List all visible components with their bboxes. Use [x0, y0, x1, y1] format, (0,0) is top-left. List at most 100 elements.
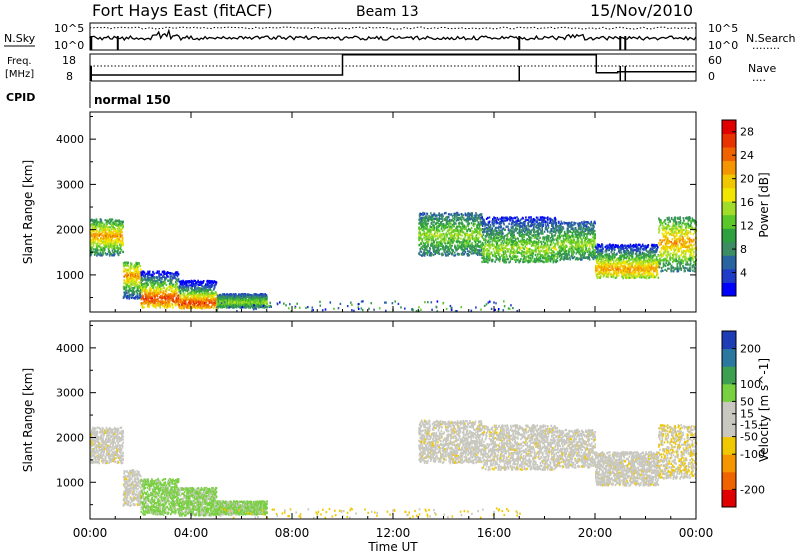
data-cell [459, 232, 462, 235]
data-cell [195, 301, 198, 304]
data-cell [160, 288, 162, 291]
data-cell [470, 252, 473, 255]
data-cell [168, 288, 170, 292]
data-cell [90, 235, 93, 238]
data-cell [483, 257, 486, 260]
data-cell [106, 221, 108, 224]
data-cell [233, 306, 236, 309]
data-cell [102, 234, 104, 237]
data-cell [103, 228, 105, 232]
data-cell [141, 276, 143, 280]
data-cell [186, 284, 188, 287]
nsearch-tick-bottom: 10^0 [708, 39, 738, 52]
data-cell [257, 302, 260, 305]
data-cell [112, 240, 115, 243]
data-cell [153, 272, 155, 275]
data-cell [182, 296, 185, 299]
data-cell [223, 293, 226, 296]
data-cell [427, 237, 429, 240]
data-cell [488, 216, 491, 219]
data-cell [180, 280, 183, 283]
data-cell [257, 304, 260, 307]
data-cell [152, 281, 154, 284]
data-cell [127, 274, 129, 277]
data-cell [205, 286, 207, 289]
data-cell [115, 232, 118, 235]
data-cell [132, 271, 135, 274]
data-cell [208, 279, 211, 283]
data-cell [249, 300, 251, 303]
data-cell [121, 241, 123, 244]
data-cell [428, 237, 430, 240]
data-cell [469, 229, 472, 233]
data-cell [175, 274, 178, 277]
data-cell [419, 237, 421, 240]
data-cell [94, 232, 97, 236]
data-cell [123, 267, 125, 270]
data-cell [186, 287, 188, 290]
data-cell [133, 292, 136, 295]
data-cell [162, 305, 164, 308]
data-cell [183, 282, 186, 285]
data-cell [113, 227, 115, 230]
data-cell [106, 219, 108, 223]
data-cell [128, 289, 130, 292]
data-cell [209, 282, 211, 285]
data-cell [223, 295, 225, 298]
data-cell [117, 254, 120, 257]
data-cell [162, 301, 165, 305]
data-cell [92, 242, 94, 245]
data-cell [182, 290, 184, 293]
data-cell [97, 249, 99, 252]
data-cell [483, 238, 485, 241]
data-cell [100, 222, 103, 225]
data-cell [128, 284, 131, 288]
data-cell [248, 295, 250, 299]
data-cell [434, 231, 437, 234]
data-cell [125, 290, 127, 293]
data-cell [101, 227, 103, 230]
data-cell [176, 300, 178, 303]
data-cell [150, 293, 152, 296]
data-cell [123, 265, 125, 268]
data-cell [113, 248, 116, 251]
data-cell [150, 279, 152, 282]
data-cell [137, 270, 139, 273]
data-cell [179, 307, 182, 310]
data-cell [247, 306, 250, 309]
data-cell [177, 299, 179, 303]
data-cell [488, 259, 491, 262]
data-cell [518, 251, 520, 254]
data-cell [163, 272, 165, 276]
data-cell [137, 285, 140, 289]
data-cell [136, 263, 139, 266]
data-cell [447, 237, 450, 240]
data-cell [104, 244, 107, 247]
data-cell [423, 244, 426, 247]
data-cell [167, 303, 170, 306]
data-cell [118, 219, 120, 222]
data-cell [508, 222, 510, 225]
data-cell [266, 298, 268, 301]
data-cell [495, 246, 497, 249]
data-cell [144, 289, 146, 292]
data-cell [120, 244, 123, 247]
data-cell [474, 244, 477, 247]
data-cell [204, 305, 207, 308]
data-cell [90, 229, 92, 232]
data-cell [179, 283, 182, 286]
data-cell [171, 278, 173, 282]
data-cell [140, 286, 143, 290]
data-cell [125, 281, 128, 284]
data-cell [175, 288, 177, 291]
data-cell [128, 279, 130, 282]
data-cell [428, 215, 430, 218]
data-cell [199, 299, 201, 302]
data-cell [493, 250, 496, 253]
data-cell [523, 248, 526, 251]
data-cell [469, 237, 472, 240]
data-cell [93, 223, 96, 226]
data-cell [418, 234, 421, 237]
data-cell [255, 299, 257, 302]
data-cell [163, 286, 165, 290]
